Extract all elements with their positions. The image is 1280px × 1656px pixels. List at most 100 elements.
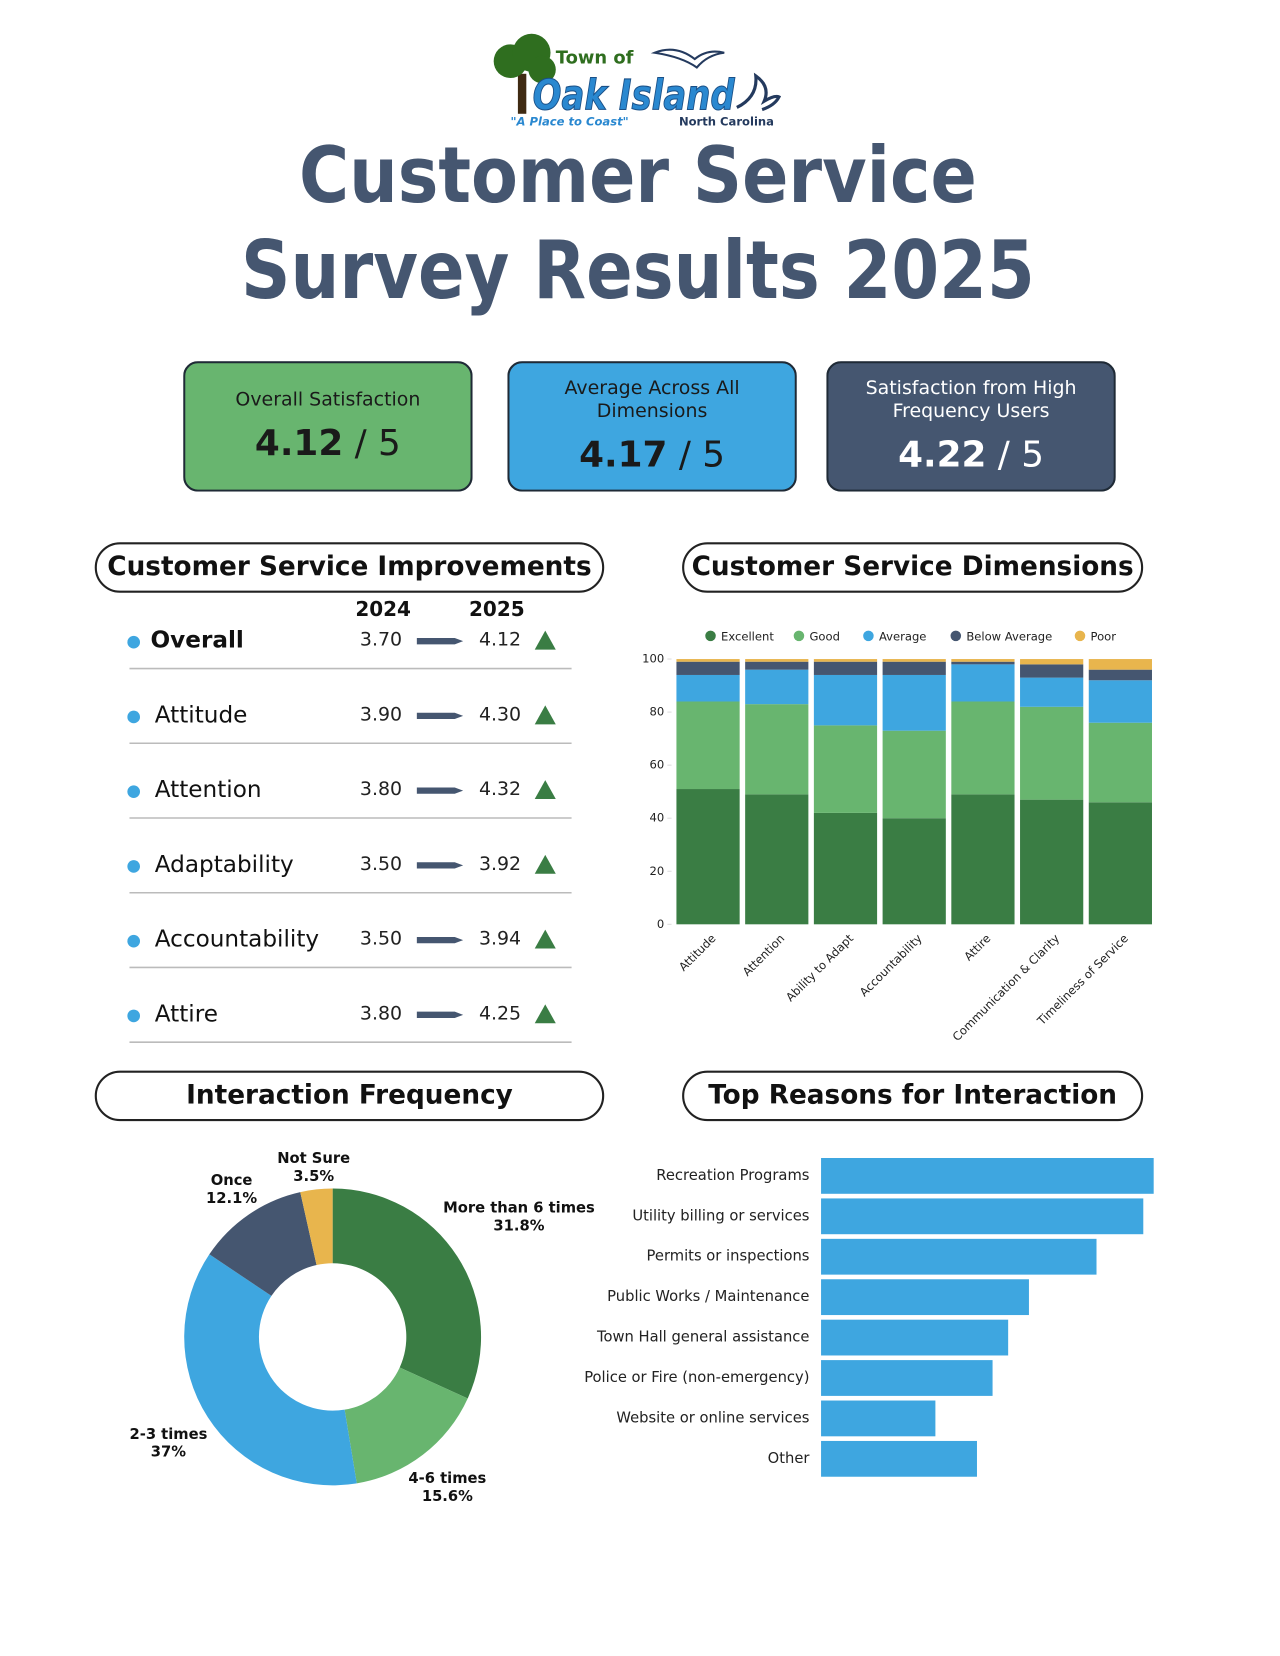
x-tick-label: Attitude [676, 931, 719, 974]
bar-segment [951, 664, 1015, 702]
bar-segment [813, 661, 878, 675]
up-triangle [534, 1004, 556, 1024]
bullet [127, 934, 140, 948]
kpi-scale: / 5 [678, 433, 726, 476]
kpi-card: Satisfaction from High Frequency Users 4… [826, 361, 1116, 492]
slice-label: Once [211, 1172, 253, 1189]
bullet [127, 635, 140, 649]
bar-segment [676, 789, 740, 925]
value-2025: 4.25 [479, 1002, 521, 1024]
value-2024: 3.80 [360, 1002, 402, 1024]
up-triangle [534, 705, 556, 725]
y-tick-label: 40 [649, 811, 664, 825]
bar [821, 1158, 1154, 1194]
slice-value: 12.1% [206, 1190, 257, 1207]
kpi-label: Average Across All Dimensions [564, 376, 740, 423]
bar-segment [745, 704, 809, 795]
bar-segment [1020, 706, 1084, 800]
up-triangle [534, 630, 556, 650]
kpi-scale: / 5 [354, 422, 401, 465]
section-title: Customer Service Improvements [107, 552, 591, 582]
kpi-label: Overall Satisfaction [235, 388, 421, 411]
slice-label: More than 6 times [443, 1200, 595, 1217]
bar-segment [813, 725, 878, 813]
bar-segment [882, 659, 946, 662]
kpi-value-line: 4.17 / 5 [579, 434, 725, 476]
bullet [127, 1009, 140, 1023]
bar-segment [951, 701, 1015, 795]
column-header: 2024 [355, 597, 411, 621]
row-label: Adaptability [155, 852, 294, 878]
kpi-card: Overall Satisfaction 4.12 / 5 [183, 361, 473, 492]
slice-label: 2-3 times [129, 1426, 207, 1443]
logo-name: Oak Island [533, 71, 736, 120]
wave [736, 72, 782, 112]
arrow [416, 862, 464, 869]
column-header: 2025 [469, 597, 525, 621]
bar-segment [951, 659, 1015, 662]
legend-swatch [863, 630, 874, 642]
section-pill [94, 1070, 605, 1122]
category-label: Recreation Programs [656, 1167, 809, 1184]
bar-segment [745, 794, 809, 925]
bar-segment [951, 794, 1015, 925]
x-tick-label: Attention [740, 931, 788, 979]
value-2025: 4.12 [479, 629, 521, 651]
logo: Town of Oak Island "A Place to Coast" No… [493, 33, 782, 128]
section-pill [94, 542, 605, 593]
value-2024: 3.50 [360, 928, 402, 950]
slice-label: Not Sure [277, 1150, 350, 1167]
category-label: Website or online services [616, 1409, 809, 1426]
bar [821, 1319, 1009, 1356]
category-label: Police or Fire (non-emergency) [584, 1369, 809, 1386]
bar-segment [676, 674, 740, 702]
bar [821, 1400, 936, 1437]
title: Customer Service [299, 131, 977, 221]
kpi-value: 4.12 [254, 422, 344, 465]
bar-segment [676, 701, 740, 790]
legend-swatch [1074, 630, 1086, 642]
title: Survey Results 2025 [241, 224, 1035, 317]
arrow [416, 712, 464, 720]
x-tick-label: Attire [961, 931, 993, 963]
bar-segment [1088, 659, 1152, 670]
row-label: Attire [155, 1001, 218, 1027]
row-label: Accountability [155, 927, 319, 953]
up-triangle [534, 854, 556, 874]
bar-segment [813, 659, 878, 662]
kpi-scale: / 5 [997, 433, 1044, 476]
bar-segment [951, 661, 1015, 665]
kpi-value: 4.17 [579, 433, 668, 476]
bar-segment [1088, 722, 1152, 803]
category-label: Public Works / Maintenance [607, 1288, 809, 1305]
value-2025: 4.32 [479, 778, 521, 800]
legend-label: Below Average [966, 629, 1052, 643]
bar-segment [882, 730, 946, 819]
category-label: Other [768, 1450, 811, 1467]
bar-segment [745, 669, 809, 705]
row-label: Attention [155, 777, 262, 803]
legend-swatch [705, 630, 716, 642]
logo-top: Town of [556, 47, 634, 68]
y-tick-label: 20 [649, 864, 664, 878]
value-2025: 4.30 [479, 703, 521, 725]
logo-state: North Carolina [679, 114, 774, 128]
kpi-label: Satisfaction from High Frequency Users [865, 376, 1077, 423]
slice-value: 37% [151, 1444, 186, 1461]
bullet [127, 860, 140, 873]
value-2025: 3.92 [479, 853, 521, 875]
kpi-value-line: 4.22 / 5 [898, 434, 1044, 476]
row-label: Attitude [155, 702, 248, 728]
kpi-card-body: Overall Satisfaction 4.12 / 5 [183, 361, 473, 492]
slice-value: 15.6% [422, 1488, 473, 1505]
kpi-value: 4.22 [898, 433, 987, 476]
bar-segment [1020, 659, 1084, 665]
value-2024: 3.80 [360, 778, 402, 800]
legend-swatch [950, 630, 962, 642]
bar-segment [813, 812, 878, 925]
bar [821, 1440, 977, 1477]
tree-trunk [517, 73, 527, 114]
donut-slice [300, 1188, 333, 1266]
